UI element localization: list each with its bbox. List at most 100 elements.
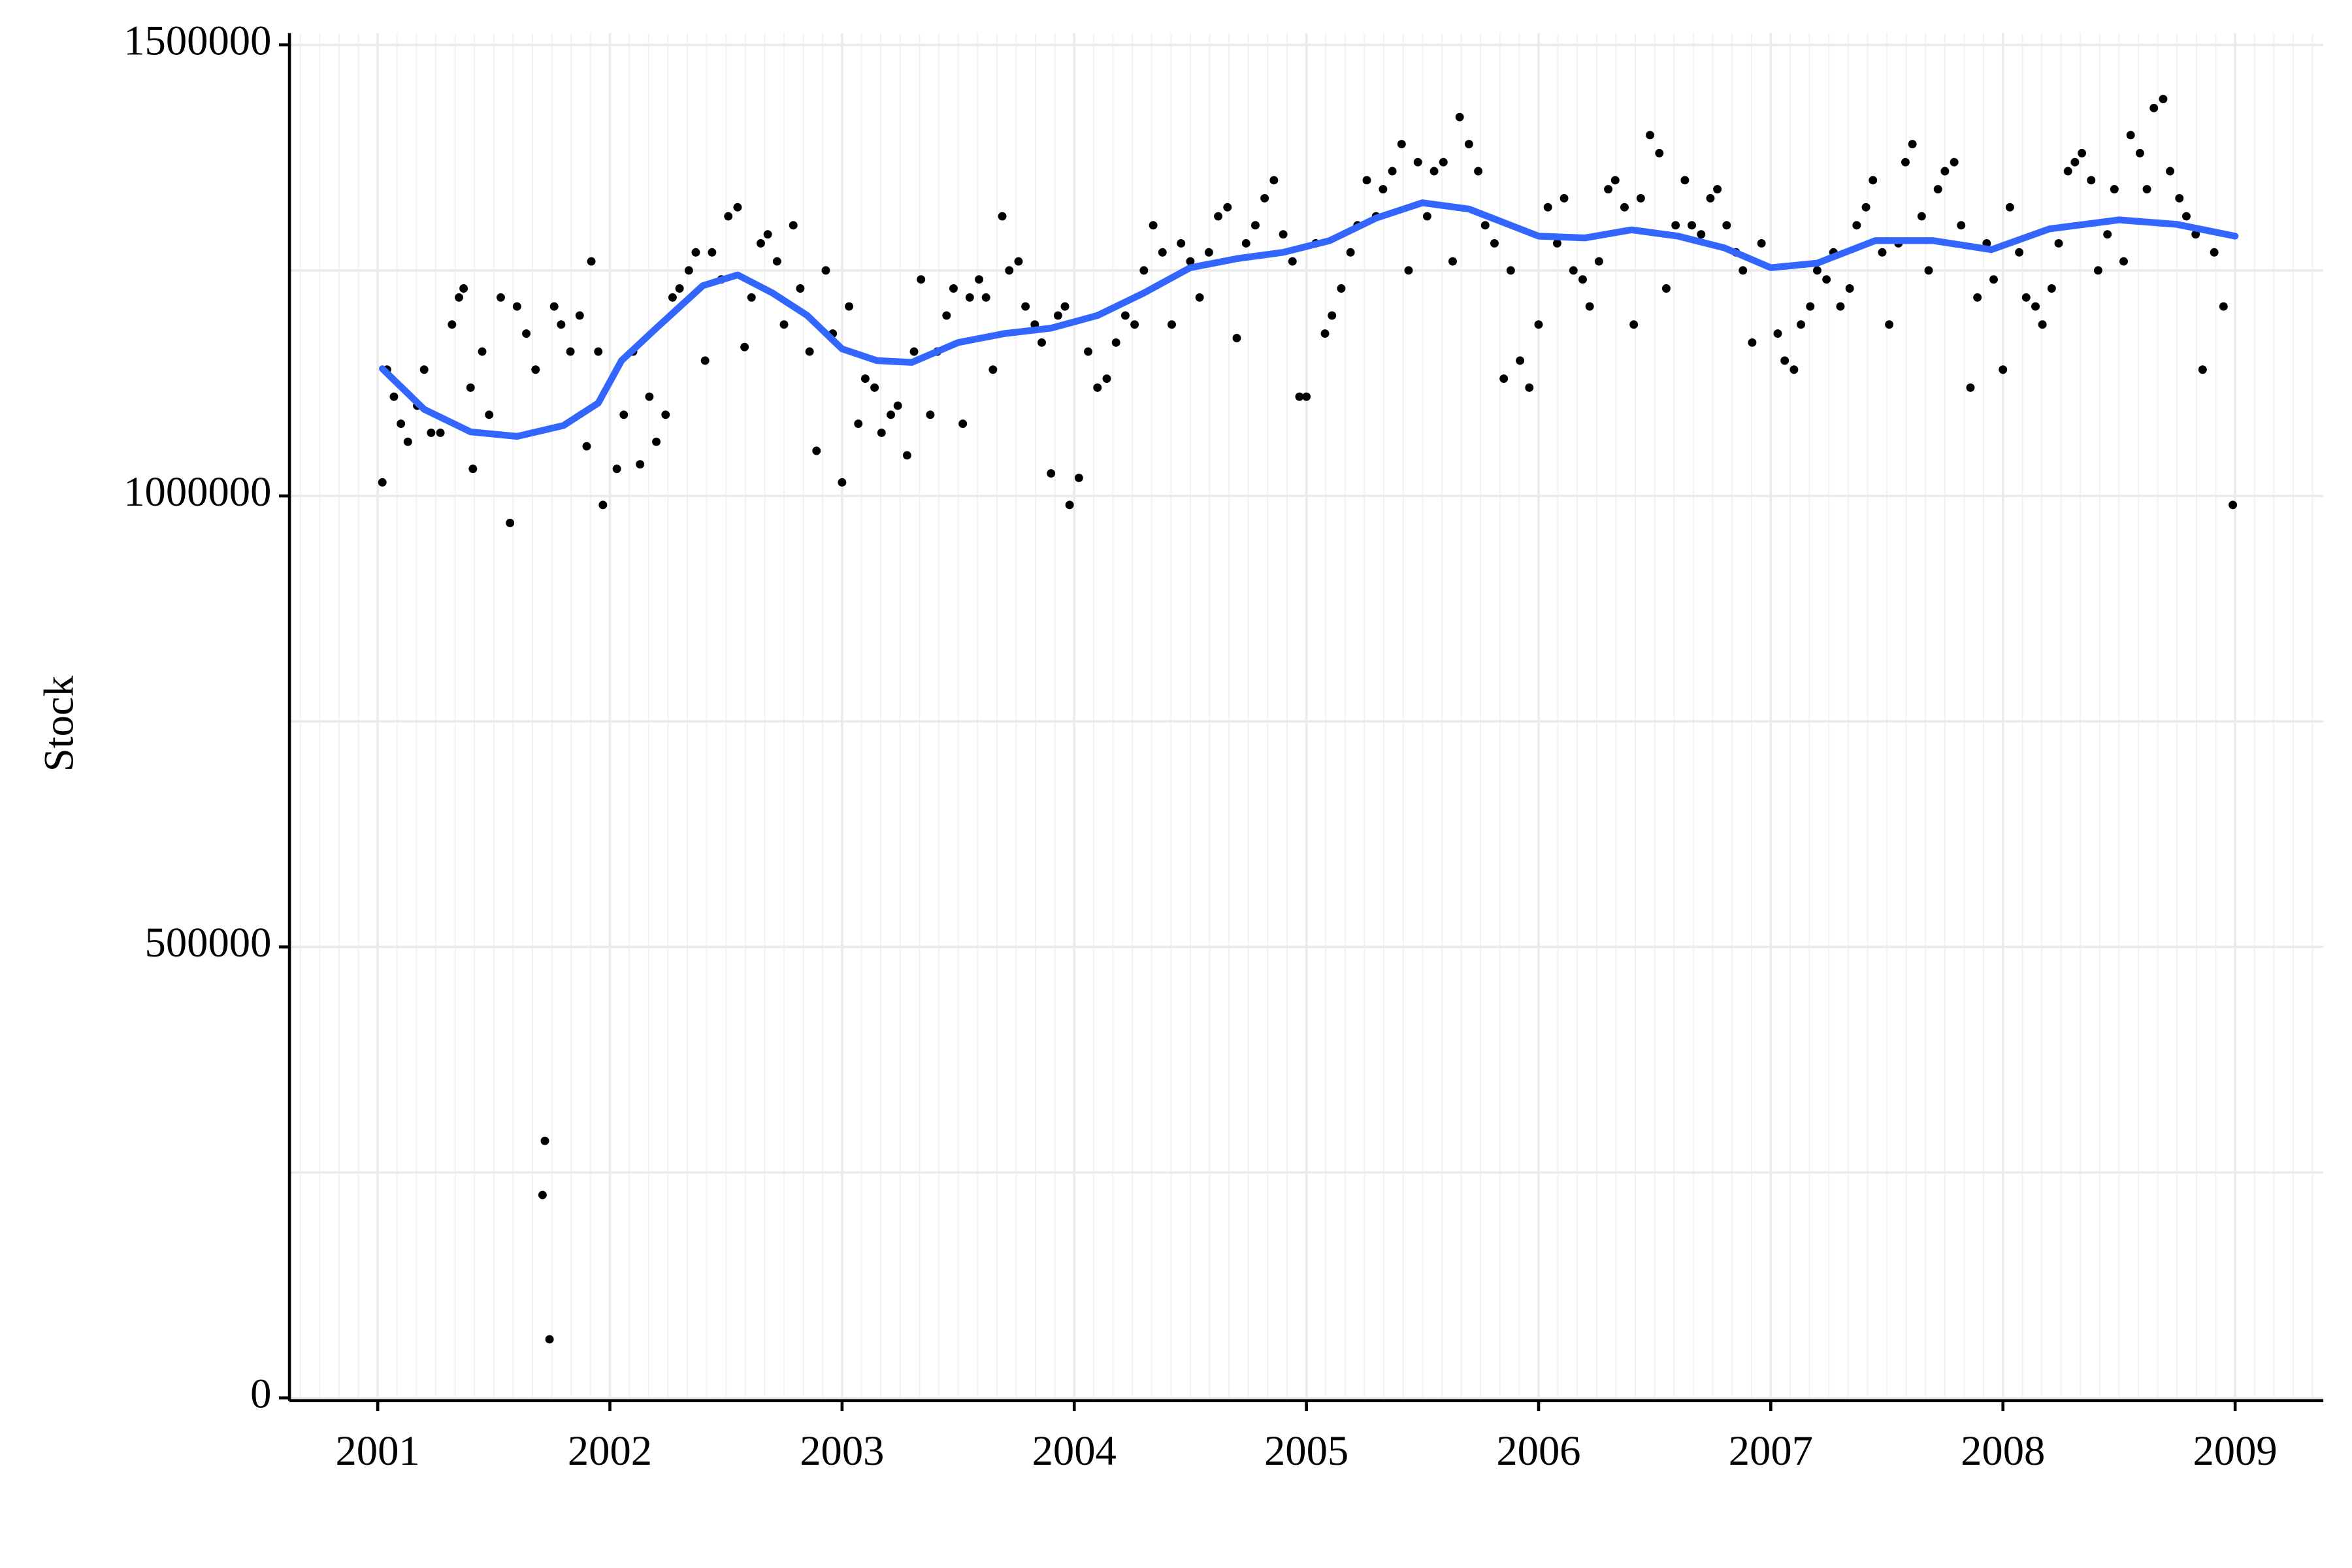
data-point bbox=[733, 203, 742, 212]
data-point bbox=[419, 365, 429, 374]
data-point bbox=[772, 257, 781, 266]
data-point bbox=[1074, 473, 1083, 482]
data-point bbox=[531, 365, 540, 374]
data-point bbox=[1917, 212, 1926, 221]
data-point bbox=[448, 320, 457, 329]
data-point bbox=[2087, 176, 2096, 185]
data-point bbox=[1102, 374, 1111, 384]
data-point bbox=[1404, 266, 1413, 275]
data-point bbox=[1168, 320, 1176, 329]
data-point bbox=[612, 465, 621, 474]
data-point bbox=[789, 221, 798, 230]
x-tick-label: 2007 bbox=[1729, 1427, 1813, 1474]
data-point bbox=[2031, 302, 2040, 311]
data-point bbox=[1084, 347, 1093, 356]
data-point bbox=[942, 311, 951, 320]
data-point bbox=[1295, 392, 1304, 401]
data-point bbox=[1455, 112, 1464, 122]
data-point bbox=[1060, 302, 1070, 311]
data-point bbox=[1739, 266, 1748, 275]
data-point bbox=[1797, 320, 1806, 329]
data-point bbox=[1973, 293, 1982, 302]
data-point bbox=[1757, 239, 1766, 248]
data-point bbox=[1223, 203, 1232, 212]
data-point bbox=[1697, 230, 1706, 239]
data-point bbox=[1661, 284, 1671, 293]
data-point bbox=[821, 266, 830, 275]
data-point bbox=[2038, 320, 2047, 329]
data-point bbox=[1120, 311, 1130, 320]
data-point bbox=[1149, 221, 1158, 230]
data-point bbox=[1379, 185, 1388, 194]
x-tick-label: 2001 bbox=[336, 1427, 420, 1474]
data-point bbox=[485, 410, 494, 419]
data-point bbox=[1806, 302, 1815, 311]
data-point bbox=[389, 392, 399, 401]
data-point bbox=[403, 437, 412, 446]
data-point bbox=[1836, 302, 1845, 311]
data-point bbox=[805, 347, 814, 356]
data-point bbox=[975, 275, 983, 284]
data-point bbox=[549, 302, 559, 311]
data-point bbox=[1569, 266, 1578, 275]
data-point bbox=[436, 428, 445, 437]
data-point bbox=[538, 1190, 547, 1200]
data-point bbox=[2063, 167, 2072, 176]
data-point bbox=[1037, 338, 1046, 347]
data-point bbox=[1940, 167, 1950, 176]
data-point bbox=[988, 365, 998, 374]
data-point bbox=[1288, 257, 1297, 266]
data-point bbox=[1232, 333, 1241, 342]
smooth-line bbox=[379, 199, 2239, 440]
data-point bbox=[1845, 284, 1854, 293]
data-point bbox=[926, 410, 935, 419]
data-point bbox=[1195, 293, 1204, 302]
y-tick-label: 0 bbox=[250, 1370, 271, 1417]
x-tick-label: 2002 bbox=[568, 1427, 652, 1474]
data-point bbox=[1989, 275, 1998, 284]
data-point bbox=[1260, 193, 1269, 203]
data-point bbox=[378, 478, 387, 487]
data-point bbox=[2103, 230, 2112, 239]
data-point bbox=[1852, 221, 1861, 230]
data-point bbox=[1250, 221, 1260, 230]
data-point bbox=[1448, 257, 1457, 266]
data-point bbox=[1924, 266, 1933, 275]
data-point bbox=[545, 1335, 554, 1344]
data-point bbox=[645, 392, 654, 401]
x-tick-label: 2006 bbox=[1496, 1427, 1580, 1474]
data-point bbox=[854, 419, 863, 429]
data-point bbox=[691, 248, 700, 257]
data-point bbox=[478, 347, 487, 356]
data-point bbox=[684, 266, 693, 275]
data-point bbox=[2005, 203, 2014, 212]
data-point bbox=[2159, 95, 2168, 104]
data-point bbox=[1713, 185, 1722, 194]
data-point bbox=[1610, 176, 1620, 185]
data-point bbox=[917, 275, 926, 284]
data-point bbox=[661, 410, 670, 419]
data-point bbox=[512, 302, 521, 311]
data-point bbox=[566, 347, 575, 356]
data-point bbox=[2210, 248, 2219, 257]
data-point bbox=[1177, 239, 1186, 248]
x-tick-label: 2003 bbox=[800, 1427, 884, 1474]
data-point bbox=[1655, 148, 1664, 157]
data-point bbox=[1204, 248, 1213, 257]
data-point bbox=[636, 460, 645, 469]
data-point bbox=[877, 428, 886, 437]
data-point bbox=[2054, 239, 2063, 248]
x-tick-label: 2005 bbox=[1264, 1427, 1348, 1474]
data-point bbox=[965, 293, 974, 302]
data-point bbox=[1241, 239, 1250, 248]
data-point bbox=[2191, 230, 2200, 239]
data-point bbox=[1822, 275, 1831, 284]
data-point bbox=[2229, 500, 2238, 510]
data-point bbox=[700, 356, 710, 365]
data-point bbox=[1021, 302, 1030, 311]
data-point bbox=[2021, 293, 2031, 302]
data-point bbox=[845, 302, 853, 311]
data-point bbox=[1499, 374, 1509, 384]
data-point bbox=[1585, 302, 1594, 311]
